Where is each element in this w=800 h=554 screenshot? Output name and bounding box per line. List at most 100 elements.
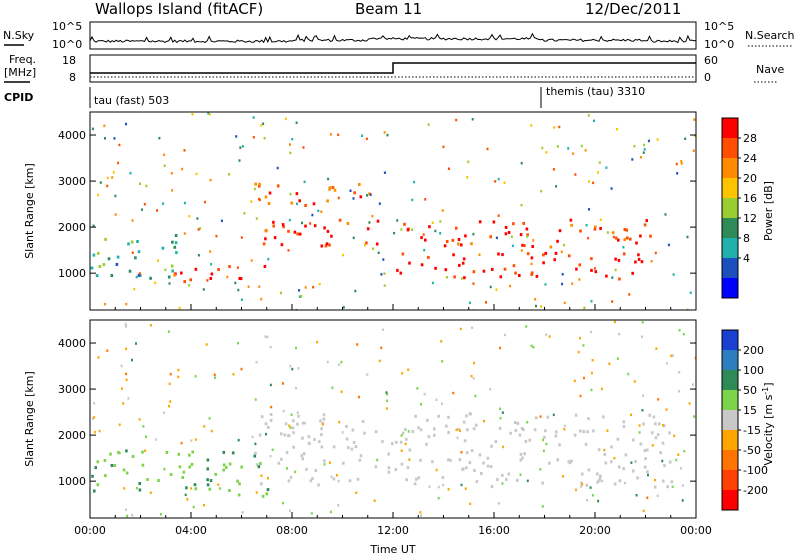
heatmap-cell bbox=[554, 434, 558, 438]
heatmap-cell bbox=[277, 461, 281, 465]
heatmap-cell bbox=[136, 240, 139, 243]
heatmap-cell bbox=[199, 227, 202, 230]
heatmap-cell bbox=[548, 461, 551, 465]
power-ylabel: Slant Range [km] bbox=[23, 163, 36, 259]
heatmap-cell bbox=[291, 367, 294, 371]
heatmap-cell bbox=[622, 425, 626, 429]
heatmap-cell bbox=[298, 289, 301, 292]
heatmap-cell bbox=[243, 212, 246, 215]
heatmap-cell bbox=[154, 281, 157, 285]
velocity-ylabel: Slant Range [km] bbox=[23, 371, 36, 467]
power-panel: 1000 2000 3000 4000 Slant Range [km] bbox=[23, 111, 697, 311]
heatmap-cell bbox=[519, 473, 522, 476]
heatmap-cell bbox=[228, 265, 231, 269]
heatmap-cell bbox=[202, 288, 205, 291]
heatmap-cell bbox=[571, 152, 574, 155]
heatmap-cell bbox=[522, 221, 525, 225]
heatmap-cell bbox=[163, 411, 165, 414]
colorbar-label: 28 bbox=[743, 132, 757, 145]
colorbar-label: -100 bbox=[743, 464, 768, 477]
heatmap-cell bbox=[678, 390, 681, 393]
heatmap-cell bbox=[156, 209, 158, 212]
heatmap-cell bbox=[184, 493, 187, 497]
heatmap-cell bbox=[639, 234, 642, 238]
heatmap-cell bbox=[385, 407, 388, 410]
heatmap-cell bbox=[239, 277, 243, 281]
heatmap-cell bbox=[541, 481, 544, 485]
y-tick-label: 3000 bbox=[58, 175, 86, 188]
heatmap-cell bbox=[346, 222, 350, 225]
heatmap-cell bbox=[330, 234, 333, 238]
heatmap-cell bbox=[692, 149, 695, 152]
heatmap-cell bbox=[269, 413, 273, 416]
heatmap-cell bbox=[654, 251, 657, 255]
cpid-mode-1: tau (fast) 503 bbox=[94, 94, 169, 107]
heatmap-cell bbox=[122, 468, 126, 472]
heatmap-cell bbox=[408, 458, 411, 461]
heatmap-cell bbox=[125, 302, 128, 306]
heatmap-cell bbox=[139, 272, 141, 275]
heatmap-cell bbox=[562, 475, 565, 478]
heatmap-cell bbox=[603, 448, 606, 452]
heatmap-cell bbox=[210, 263, 213, 266]
heatmap-cell bbox=[240, 367, 243, 371]
colorbar-segment bbox=[722, 178, 738, 199]
heatmap-cell bbox=[427, 435, 431, 439]
heatmap-cell bbox=[303, 421, 306, 425]
heatmap-cell bbox=[350, 447, 354, 451]
heatmap-cell bbox=[441, 360, 444, 363]
heatmap-cell bbox=[643, 465, 647, 469]
freq-tick-top: 18 bbox=[62, 54, 76, 67]
heatmap-cell bbox=[598, 477, 602, 481]
heatmap-cell bbox=[437, 485, 440, 489]
heatmap-cell bbox=[475, 423, 478, 427]
colorbar-segment bbox=[722, 390, 738, 411]
heatmap-cell bbox=[405, 437, 408, 441]
heatmap-cell bbox=[97, 356, 100, 359]
heatmap-cell bbox=[135, 486, 138, 490]
heatmap-cell bbox=[624, 481, 626, 485]
heatmap-cell bbox=[301, 436, 304, 440]
heatmap-cell bbox=[206, 467, 209, 471]
heatmap-cell bbox=[157, 479, 160, 482]
heatmap-cell bbox=[437, 414, 440, 418]
heatmap-cell bbox=[171, 240, 174, 244]
heatmap-cell bbox=[186, 498, 189, 501]
heatmap-cell bbox=[123, 487, 126, 490]
heatmap-cell bbox=[279, 432, 283, 436]
heatmap-cell bbox=[158, 136, 161, 140]
heatmap-cell bbox=[337, 133, 340, 137]
heatmap-cell bbox=[457, 242, 460, 246]
heatmap-cell bbox=[290, 201, 294, 205]
freq-trace bbox=[90, 62, 696, 74]
heatmap-cell bbox=[170, 172, 173, 175]
heatmap-cell bbox=[331, 386, 334, 390]
heatmap-cell bbox=[417, 476, 420, 480]
heatmap-cell bbox=[465, 414, 468, 418]
heatmap-cell bbox=[599, 227, 602, 230]
heatmap-cell bbox=[313, 224, 317, 228]
heatmap-cell bbox=[231, 451, 235, 455]
heatmap-cell bbox=[262, 242, 266, 246]
heatmap-cell bbox=[288, 218, 291, 222]
heatmap-cell bbox=[588, 208, 590, 211]
heatmap-cell bbox=[168, 382, 171, 386]
heatmap-cell bbox=[373, 499, 376, 502]
heatmap-cell bbox=[539, 415, 542, 418]
heatmap-cell bbox=[111, 176, 114, 179]
heatmap-cell bbox=[294, 470, 297, 474]
heatmap-cell bbox=[117, 450, 120, 454]
heatmap-cell bbox=[368, 221, 371, 224]
heatmap-cell bbox=[472, 427, 476, 431]
heatmap-cell bbox=[580, 144, 583, 148]
heatmap-cell bbox=[104, 474, 107, 478]
heatmap-cell bbox=[258, 285, 261, 288]
heatmap-cell bbox=[222, 463, 226, 467]
heatmap-cell bbox=[658, 422, 661, 426]
heatmap-cell bbox=[582, 344, 585, 347]
heatmap-cell bbox=[240, 465, 243, 469]
heatmap-cell bbox=[302, 146, 305, 149]
heatmap-cell bbox=[630, 413, 632, 417]
heatmap-cell bbox=[574, 413, 578, 417]
heatmap-cell bbox=[228, 489, 231, 492]
